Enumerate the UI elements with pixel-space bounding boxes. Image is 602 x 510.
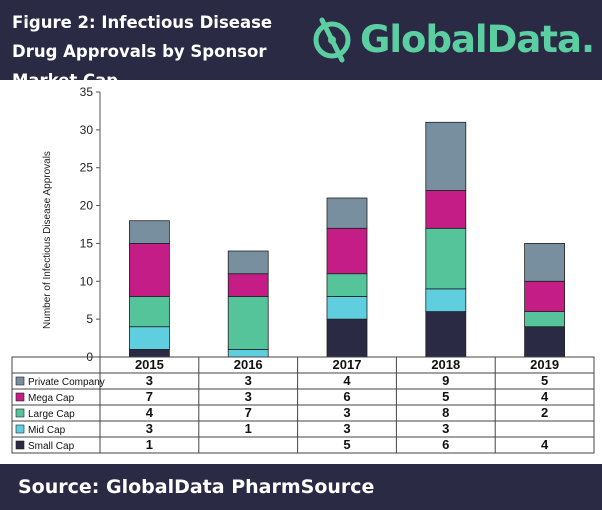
y-tick-label: 25	[80, 161, 94, 175]
data-label: 3	[343, 405, 350, 420]
logo-wordmark: GlobalData.	[360, 17, 595, 61]
x-tick-label: 2018	[431, 357, 460, 372]
legend-swatch	[15, 440, 25, 450]
x-tick-label: 2017	[333, 357, 362, 372]
bar-segment	[128, 326, 170, 350]
y-tick-label: 30	[80, 123, 94, 137]
data-label: 3	[245, 373, 252, 388]
x-tick-label: 2016	[234, 357, 263, 372]
legend-label: Large Cap	[28, 409, 75, 420]
bar-segment	[326, 227, 368, 275]
data-label: 9	[442, 373, 449, 388]
legend-swatch	[15, 392, 25, 402]
legend-swatch	[15, 408, 25, 418]
legend-label: Small Cap	[28, 441, 75, 452]
data-label: 6	[343, 389, 350, 404]
data-label: 4	[541, 437, 549, 452]
data-label: 4	[146, 405, 154, 420]
y-axis-title: Number of Infectious Disease Approvals	[42, 151, 53, 329]
bar-segment	[227, 250, 269, 275]
bar-segment	[524, 311, 565, 328]
data-label: 3	[146, 373, 153, 388]
y-tick-label: 5	[86, 312, 93, 326]
bar-segment	[128, 349, 170, 358]
bar-segment	[326, 197, 368, 229]
bar-segment	[524, 280, 565, 312]
legend-label: Mega Cap	[28, 393, 75, 404]
y-tick-label: 10	[80, 274, 94, 288]
figure-title: Figure 2: Infectious Disease Drug Approv…	[12, 13, 273, 90]
legend-label: Private Company	[28, 377, 105, 388]
data-label: 8	[442, 405, 449, 420]
legend-swatch	[15, 376, 25, 386]
source-note: Source: GlobalData PharmSource	[18, 476, 375, 498]
bar-segment	[128, 220, 170, 244]
globaldata-logo: GlobalData.	[310, 10, 595, 68]
data-label: 4	[343, 373, 351, 388]
data-label: 5	[442, 389, 449, 404]
bar-segment	[524, 243, 565, 282]
data-label: 7	[245, 405, 252, 420]
data-label: 4	[541, 389, 549, 404]
data-label: 6	[442, 437, 449, 452]
data-label: 1	[146, 437, 153, 452]
footer-banner: Source: GlobalData PharmSource	[0, 464, 602, 510]
data-label: 5	[343, 437, 350, 452]
bar-segment	[227, 296, 269, 350]
bar-segment	[227, 349, 269, 358]
bar-segment	[128, 243, 170, 297]
data-label: 5	[541, 373, 548, 388]
bar-segment	[128, 296, 170, 328]
bar-segment	[425, 311, 467, 358]
bar-segment	[524, 326, 565, 358]
data-label: 2	[541, 405, 548, 420]
data-label: 3	[245, 389, 252, 404]
bar-segment	[326, 273, 368, 297]
data-label: 7	[146, 389, 153, 404]
data-label: 1	[245, 421, 252, 436]
bars	[128, 121, 565, 358]
data-label: 3	[146, 421, 153, 436]
legend-swatch	[15, 424, 25, 434]
bar-segment	[326, 296, 368, 320]
x-tick-label: 2019	[530, 357, 559, 372]
bar-segment	[425, 288, 467, 312]
y-tick-label: 20	[80, 199, 94, 213]
y-tick-label: 15	[80, 236, 94, 250]
header-banner: Figure 2: Infectious Disease Drug Approv…	[0, 0, 602, 90]
y-tick-label: 35	[80, 85, 94, 99]
data-label: 3	[343, 421, 350, 436]
bar-segment	[425, 190, 467, 229]
globaldata-logo-icon	[313, 17, 351, 63]
bar-segment	[227, 273, 269, 297]
bar-segment	[425, 121, 467, 191]
bar-segment	[425, 227, 467, 290]
legend-label: Mid Cap	[28, 425, 66, 436]
x-tick-label: 2015	[135, 357, 164, 372]
bar-segment	[326, 318, 368, 358]
data-label: 3	[442, 421, 449, 436]
